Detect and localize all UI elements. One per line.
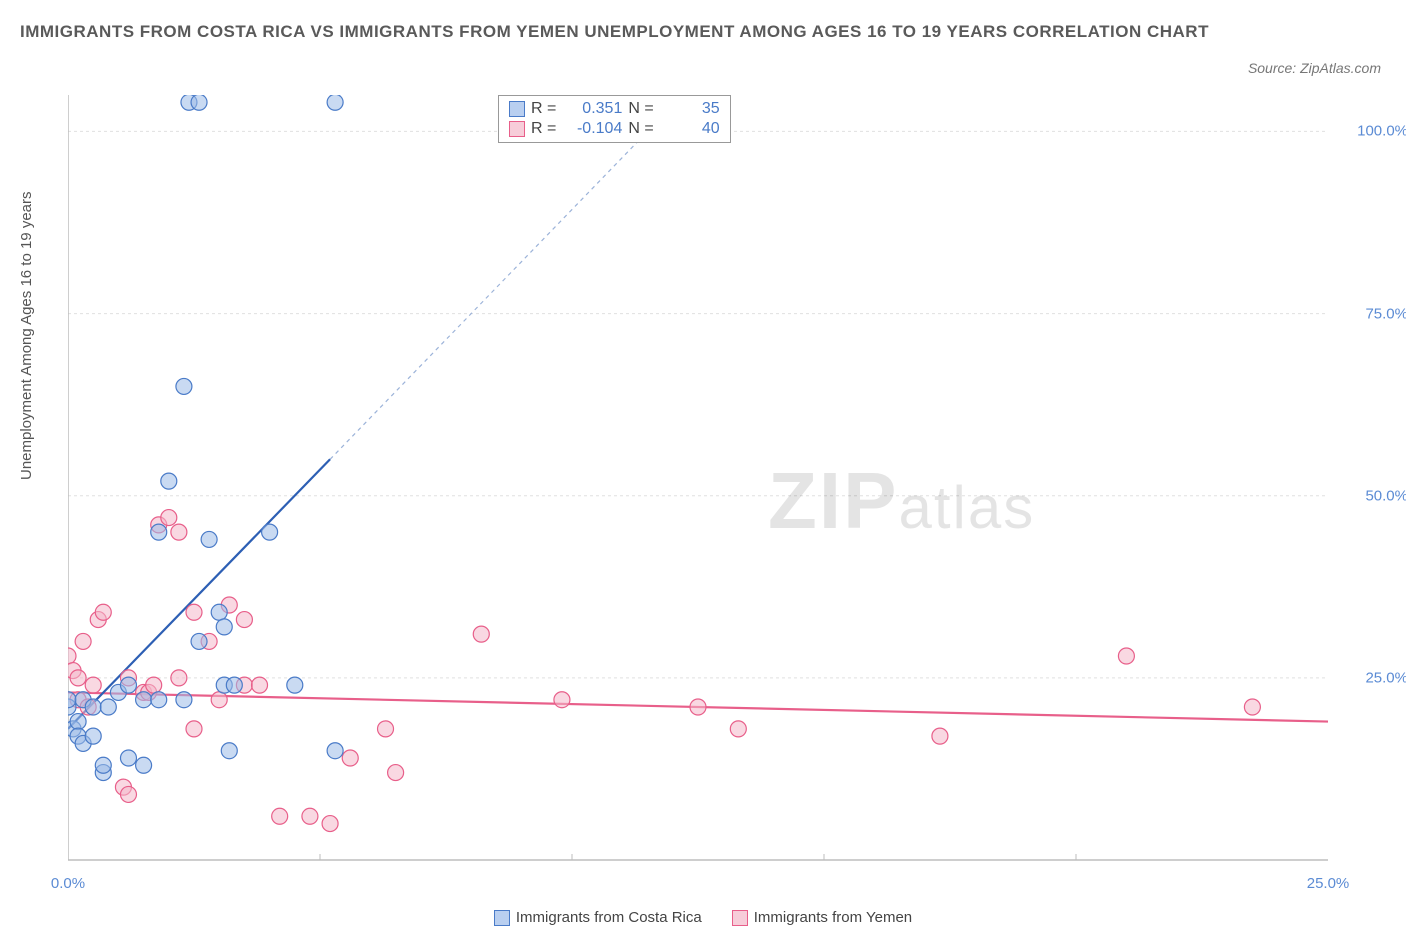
- x-tick-label: 0.0%: [51, 875, 85, 892]
- legend: Immigrants from Costa Rica Immigrants fr…: [0, 909, 1406, 926]
- stats-row-costa-rica: R = 0.351 N = 35: [509, 100, 720, 118]
- swatch-yemen: [509, 121, 525, 137]
- legend-item-costa-rica: Immigrants from Costa Rica: [494, 909, 702, 926]
- swatch-costa-rica: [509, 101, 525, 117]
- y-axis-label: Unemployment Among Ages 16 to 19 years: [18, 191, 35, 480]
- stats-n-value-costa-rica: 35: [660, 100, 720, 118]
- stats-r-value-yemen: -0.104: [562, 120, 622, 138]
- y-tick-label: 100.0%: [1357, 123, 1406, 140]
- x-tick-label: 25.0%: [1307, 875, 1350, 892]
- chart-area: ZIPatlas R = 0.351 N = 35 R = -0.104 N =…: [68, 95, 1338, 870]
- stats-r-value-costa-rica: 0.351: [562, 100, 622, 118]
- chart-title: IMMIGRANTS FROM COSTA RICA VS IMMIGRANTS…: [20, 18, 1286, 45]
- stats-n-label: N =: [628, 100, 653, 118]
- y-tick-label: 50.0%: [1365, 487, 1406, 504]
- legend-swatch-yemen: [732, 910, 748, 926]
- stats-r-label: R =: [531, 120, 556, 138]
- legend-label-costa-rica: Immigrants from Costa Rica: [516, 909, 702, 926]
- correlation-stats-box: R = 0.351 N = 35 R = -0.104 N = 40: [498, 95, 731, 143]
- legend-item-yemen: Immigrants from Yemen: [732, 909, 912, 926]
- stats-n-label: N =: [628, 120, 653, 138]
- legend-label-yemen: Immigrants from Yemen: [754, 909, 912, 926]
- stats-r-label: R =: [531, 100, 556, 118]
- source-attribution: Source: ZipAtlas.com: [1248, 60, 1381, 76]
- stats-row-yemen: R = -0.104 N = 40: [509, 120, 720, 138]
- scatter-plot-svg: [68, 95, 1338, 870]
- y-tick-label: 25.0%: [1365, 669, 1406, 686]
- stats-n-value-yemen: 40: [660, 120, 720, 138]
- legend-swatch-costa-rica: [494, 910, 510, 926]
- y-tick-label: 75.0%: [1365, 305, 1406, 322]
